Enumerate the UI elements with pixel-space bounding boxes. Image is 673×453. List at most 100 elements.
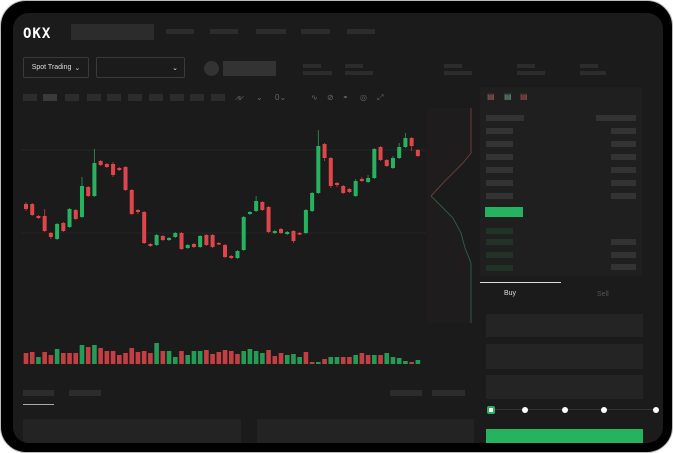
nav-item[interactable] [166,29,194,34]
interval-button[interactable] [170,94,184,101]
slider-step-25[interactable] [522,407,528,413]
volume-bar [117,355,122,364]
filter-button[interactable] [390,390,422,396]
tab-open-orders[interactable] [23,390,54,396]
candle-body [179,233,184,249]
volume-bar [247,349,253,364]
interval-button[interactable] [87,94,101,101]
candle-body [123,167,128,190]
orders-panel [23,419,241,443]
filter-button[interactable] [432,390,465,396]
volume-bar [172,357,178,364]
chart-type-icon[interactable]: ⌄ [256,93,263,102]
bid-amount [611,239,636,245]
spot-trading-label: Spot Trading [31,64,72,71]
orderbook-bids-icon[interactable]: ▤ [504,92,512,101]
candle-body [55,224,60,239]
volume-bar [291,354,296,364]
candle-body [204,235,209,245]
candle-body [372,149,377,178]
candle-body [160,236,165,240]
interval-button[interactable] [65,94,79,101]
line-icon[interactable]: ∿ [311,93,318,102]
slider-handle[interactable] [487,406,495,414]
orderbook-header-price [486,115,524,121]
slider-step-100[interactable] [653,407,659,413]
candle-body [254,201,259,211]
volume-bar [409,362,414,364]
volume-bar [154,343,159,364]
total-input[interactable] [486,375,643,399]
volume-bar [92,345,97,364]
leverage-slider-track[interactable] [491,409,657,410]
price-input[interactable] [486,314,643,337]
interval-button[interactable] [23,94,37,101]
tab-buy[interactable]: Buy [504,290,517,297]
fullscreen-icon[interactable]: ⤢ [377,93,384,102]
spot-trading-dropdown[interactable]: Spot Trading ⌄ [23,57,89,78]
nav-item[interactable] [301,29,330,34]
volume-bar [303,352,309,364]
snapshot-icon[interactable]: ◓ [343,93,348,102]
volume-bar [191,351,197,364]
candle-body [111,164,116,175]
slider-step-50[interactable] [562,407,568,413]
volume-bar [73,353,79,364]
indicator-icon[interactable]: ⩘⩗ [235,93,245,102]
candlestick-chart[interactable] [13,13,483,373]
stat-label [303,64,321,68]
interval-button[interactable] [43,94,57,101]
header-search-placeholder[interactable] [71,24,154,40]
candle-body [73,210,78,219]
interval-button[interactable] [211,94,225,101]
bid-price [486,239,513,245]
interval-button[interactable] [107,94,121,101]
volume-bar [316,362,321,364]
settings-icon[interactable]: ◎ [360,93,367,102]
interval-icon[interactable]: 0⌄ [275,93,287,102]
nav-item[interactable] [256,29,286,34]
volume-bar [42,352,47,364]
candle-body [359,179,364,181]
amount-input[interactable] [486,344,643,369]
nav-item[interactable] [210,29,238,34]
volume-bar [384,353,390,364]
tab-history[interactable] [69,390,101,396]
interval-button[interactable] [190,94,204,101]
candle-body [266,207,271,232]
candle-body [397,147,402,158]
buy-submit-button[interactable] [486,429,643,443]
slider-step-75[interactable] [601,407,607,413]
ask-amount [611,193,636,199]
candle-body [92,163,97,196]
orderbook-both-icon[interactable]: ▤ [487,92,495,101]
volume-bar [79,345,85,364]
volume-bar [141,351,147,364]
volume-bar [396,358,402,364]
depth-asks-line [430,108,472,197]
ruler-icon[interactable]: ⊘ [327,93,334,102]
volume-bar [266,350,271,364]
candle-body [42,216,47,231]
volume-bar [148,353,153,364]
orderbook-asks-icon[interactable]: ▤ [520,92,528,101]
pair-selector-dropdown[interactable]: ⌄ [96,57,185,78]
interval-button[interactable] [128,94,142,101]
volume-bar [104,351,110,364]
tab-sell[interactable]: Sell [597,291,609,298]
bid-price [486,265,513,271]
stat-value [345,71,373,75]
candle-body [216,243,221,245]
volume-bar [61,353,66,364]
nav-item[interactable] [347,29,375,34]
candle-body [223,245,228,257]
candle-body [154,235,159,245]
volume-bar [110,351,116,364]
volume-bar [135,352,141,364]
volume-bar [222,350,228,364]
ask-amount [611,128,636,134]
interval-button[interactable] [149,94,163,101]
okx-logo: OKX [23,26,52,42]
ask-price [486,154,513,160]
stat-label [444,64,462,68]
